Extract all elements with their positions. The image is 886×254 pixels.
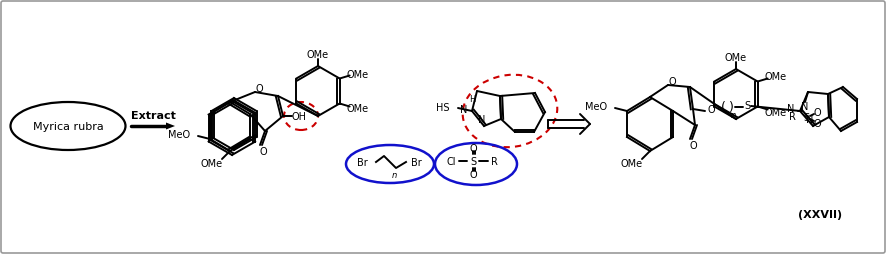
Text: Br: Br [356, 157, 367, 167]
Text: MeO: MeO [167, 130, 190, 139]
Text: ): ) [727, 101, 733, 114]
Text: HS: HS [436, 103, 449, 113]
Text: OMe: OMe [346, 104, 369, 114]
Text: O: O [812, 119, 820, 129]
Text: R: R [788, 112, 795, 121]
Text: O: O [255, 84, 262, 94]
Text: OMe: OMe [764, 72, 786, 82]
Text: Myrica rubra: Myrica rubra [33, 121, 104, 132]
Text: S: S [470, 156, 476, 166]
Text: Br: Br [410, 157, 421, 167]
Text: Extract: Extract [130, 110, 175, 121]
Text: N: N [805, 115, 812, 124]
Text: n: n [729, 110, 734, 119]
Text: OMe: OMe [307, 50, 329, 60]
Text: O: O [706, 105, 714, 115]
Text: OMe: OMe [724, 53, 746, 63]
Text: Cl: Cl [446, 156, 455, 166]
Text: S: S [802, 113, 808, 122]
Text: OMe: OMe [620, 158, 642, 168]
Text: R: R [490, 156, 497, 166]
Text: OMe: OMe [201, 158, 222, 168]
Text: O: O [667, 77, 675, 87]
Text: (: ( [719, 101, 725, 114]
Text: n: n [391, 170, 396, 179]
Text: O: O [688, 140, 696, 150]
Text: O: O [469, 144, 477, 153]
Text: O: O [469, 169, 477, 179]
Text: OH: OH [291, 112, 307, 121]
Text: O: O [259, 146, 267, 156]
FancyArrow shape [131, 123, 175, 130]
Text: N: N [787, 104, 794, 114]
Text: O: O [812, 108, 820, 118]
Text: N: N [478, 115, 486, 124]
Text: N: N [460, 105, 467, 115]
Text: OMe: OMe [764, 107, 786, 117]
Text: OMe: OMe [346, 69, 369, 79]
Text: MeO: MeO [584, 102, 606, 112]
Text: (XXVII): (XXVII) [797, 209, 841, 219]
Text: H: H [469, 95, 475, 104]
Text: S: S [743, 101, 750, 110]
Text: N: N [800, 102, 808, 112]
